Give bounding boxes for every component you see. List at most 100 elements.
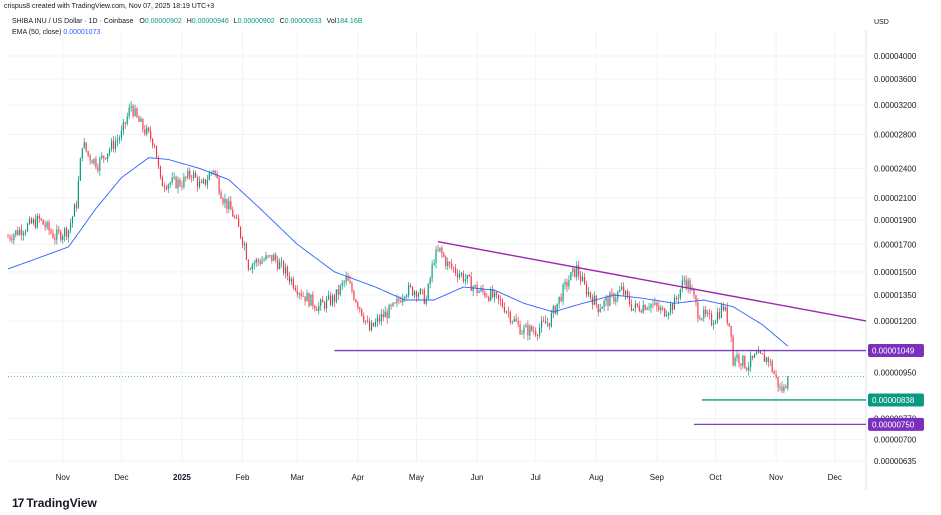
candle-body xyxy=(435,249,437,264)
candle-body xyxy=(472,286,474,291)
candle-body xyxy=(550,313,552,327)
ohlc-low: 0.00000902 xyxy=(237,18,275,25)
candle-body xyxy=(458,274,461,278)
candle-body xyxy=(279,262,281,270)
candle-body xyxy=(607,297,609,306)
candle-body xyxy=(566,281,568,287)
candle-body xyxy=(159,166,162,178)
candle-body xyxy=(228,201,230,209)
candle-body xyxy=(120,130,122,138)
candle-body xyxy=(212,170,214,173)
candle-body xyxy=(601,307,603,309)
candle-body xyxy=(687,280,689,289)
tradingview-logo[interactable]: 17 TradingView xyxy=(12,496,97,510)
candle-body xyxy=(646,308,648,310)
candle-body xyxy=(245,243,248,260)
price-axis[interactable]: 0.00004000 0.00003600 0.00003200 0.00002800… xyxy=(868,52,924,466)
candle-body xyxy=(370,322,373,331)
candle-body xyxy=(382,314,384,318)
x-tick-label: Nov xyxy=(56,473,70,482)
y-tick-label: 0.00000635 xyxy=(874,457,917,466)
candle-body xyxy=(251,264,253,270)
x-tick-label: Dec xyxy=(114,473,128,482)
y-tick-label: 0.00003600 xyxy=(874,75,917,84)
candle-body xyxy=(130,105,132,108)
candle-body xyxy=(89,155,91,161)
candle-body xyxy=(15,230,17,235)
y-tick-label: 0.00001500 xyxy=(874,268,917,277)
candle-body xyxy=(38,215,40,219)
symbol-name[interactable]: SHIBA INU / US Dollar · 1D · Coinbase xyxy=(12,18,134,25)
ema-line xyxy=(7,157,789,347)
candle-body xyxy=(546,322,549,324)
time-axis[interactable]: Nov Dec 2025 Feb Mar Apr May Jun Jul Aug Sep Oct Nov… xyxy=(56,473,842,482)
candle-body xyxy=(404,296,406,299)
candle-body xyxy=(724,307,726,310)
candle-body xyxy=(155,145,158,159)
candle-body xyxy=(339,285,341,295)
candle-body xyxy=(284,267,287,274)
ohlc-vol-label: Vol xyxy=(326,18,337,25)
candle-body xyxy=(572,268,574,273)
candle-body xyxy=(628,295,631,305)
candle-body xyxy=(615,298,617,302)
candle-body xyxy=(306,293,308,302)
candle-body xyxy=(23,233,25,236)
candle-body xyxy=(478,291,480,293)
candle-body xyxy=(658,306,660,310)
candle-body xyxy=(163,186,165,188)
candle-body xyxy=(456,273,459,278)
candle-body xyxy=(464,279,466,282)
candle-body xyxy=(744,355,746,368)
candle-body xyxy=(738,354,740,364)
candle-body xyxy=(50,230,52,234)
price-chart[interactable]: 0.00004000 0.00003600 0.00003200 0.00002800… xyxy=(0,0,941,490)
candle-body xyxy=(372,322,375,327)
candle-body xyxy=(576,265,578,277)
candle-body xyxy=(11,238,13,241)
candle-body xyxy=(77,180,79,208)
y-tick-label: 0.00001200 xyxy=(874,317,917,326)
ohlc-low-label: L xyxy=(233,18,238,25)
ema-legend[interactable]: EMA (50, close) 0.00001073 xyxy=(12,29,100,36)
candle-body xyxy=(85,142,87,151)
x-tick-label: May xyxy=(409,473,424,482)
candle-body xyxy=(480,288,482,292)
candle-body xyxy=(265,255,267,260)
candle-body xyxy=(28,218,31,224)
candle-body xyxy=(327,295,330,300)
candle-body xyxy=(195,172,197,178)
candle-body xyxy=(675,297,678,299)
candle-body xyxy=(711,314,713,326)
candle-body xyxy=(642,304,644,313)
candle-body xyxy=(226,198,228,209)
candle-body xyxy=(707,312,709,314)
candle-body xyxy=(17,230,19,235)
candle-body xyxy=(345,276,347,282)
candle-body xyxy=(781,386,783,392)
candle-body xyxy=(191,177,193,179)
x-tick-label: Oct xyxy=(709,473,722,482)
candle-body xyxy=(140,118,142,122)
candle-body xyxy=(728,323,730,326)
candle-body xyxy=(423,289,425,304)
candle-body xyxy=(91,160,93,164)
candle-body xyxy=(599,308,601,313)
x-tick-label: Sep xyxy=(650,473,665,482)
candle-body xyxy=(609,293,611,306)
candle-body xyxy=(533,330,535,332)
candle-body xyxy=(322,299,324,303)
candle-body xyxy=(388,304,390,319)
candle-body xyxy=(25,231,27,234)
candle-body xyxy=(134,108,136,116)
candle-body xyxy=(716,312,719,322)
descending-trendline[interactable] xyxy=(437,241,867,322)
candle-body xyxy=(214,170,216,174)
candle-body xyxy=(468,274,470,277)
candle-body xyxy=(359,307,361,309)
candle-body xyxy=(709,312,711,315)
candle-body xyxy=(259,261,261,264)
candle-body xyxy=(220,192,222,199)
candle-body xyxy=(79,158,81,181)
candle-body xyxy=(656,302,658,307)
